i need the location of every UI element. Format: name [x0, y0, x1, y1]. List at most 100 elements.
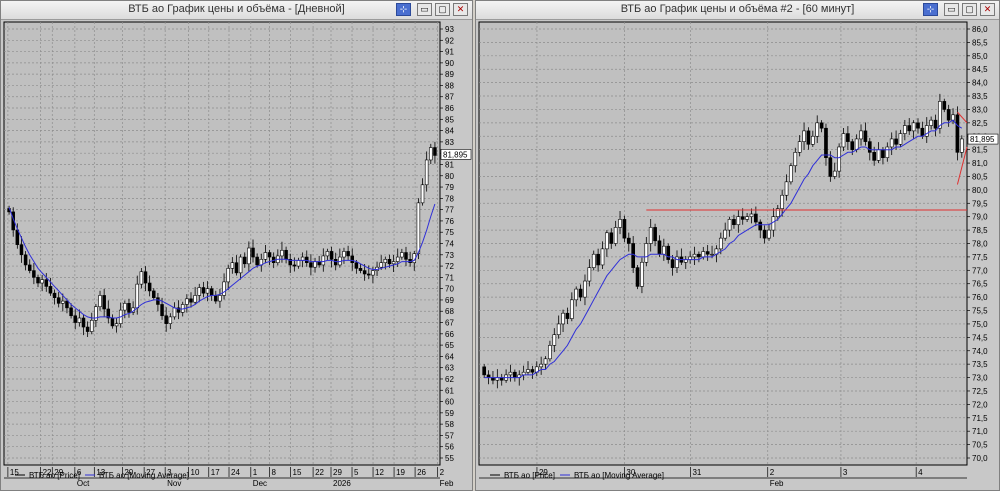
candle-body	[885, 146, 890, 158]
candle-body	[61, 300, 65, 304]
candle-body	[94, 306, 98, 321]
candle-body	[859, 130, 863, 140]
y-tick-label: 61	[445, 386, 454, 395]
candle-body	[762, 229, 767, 239]
candle-body	[640, 261, 644, 287]
x-tick-label: 17	[211, 468, 220, 477]
candle-body	[526, 369, 530, 373]
maximize-button[interactable]: ▢	[962, 3, 977, 16]
candle-body	[230, 262, 235, 269]
y-tick-label: 93	[445, 25, 454, 34]
candle-body	[916, 122, 920, 129]
y-tick-label: 84,0	[972, 79, 988, 88]
y-tick-label: 83,5	[972, 92, 988, 101]
candle-body	[52, 292, 57, 298]
candle-body	[775, 208, 780, 217]
candle-body	[613, 227, 618, 244]
candle-body	[942, 101, 947, 110]
candle-body	[622, 219, 627, 239]
window-title: ВТБ ао График цены и объёма - [Дневной]	[128, 3, 345, 15]
candle-body	[850, 141, 855, 150]
y-tick-label: 78	[445, 194, 454, 203]
candle-body	[872, 152, 877, 161]
candle-body	[789, 165, 793, 183]
candle-body	[605, 232, 609, 250]
y-tick-label: 57	[445, 431, 454, 440]
candle-body	[697, 253, 701, 258]
candle-body	[309, 262, 313, 268]
minimize-button[interactable]: ▭	[417, 3, 432, 16]
candle-body	[653, 227, 657, 242]
candle-body	[815, 122, 820, 137]
candle-body	[745, 216, 749, 220]
y-tick-label: 70,0	[972, 454, 988, 463]
close-button[interactable]: ✕	[980, 3, 995, 16]
candle-body	[662, 245, 666, 255]
candle-body	[197, 287, 202, 296]
candle-body	[591, 253, 596, 268]
x-tick-label: 1	[253, 468, 258, 477]
candle-body	[333, 259, 338, 266]
candle-body	[85, 326, 90, 332]
candle-body	[391, 261, 396, 265]
candle-body	[907, 125, 912, 132]
candle-body	[670, 259, 675, 268]
x-tick-label: 12	[375, 468, 384, 477]
candle-body	[395, 256, 400, 262]
y-tick-label: 73	[445, 251, 454, 260]
hourly-chart-window: ВТБ ао График цены и объёма #2 - [60 мин…	[475, 0, 1000, 491]
minimize-button[interactable]: ▭	[944, 3, 959, 16]
candle-body	[644, 243, 649, 263]
candle-body	[135, 283, 139, 309]
candle-body	[379, 262, 383, 268]
candle-body	[73, 315, 77, 323]
legend-price-label: ВТБ ао [Price]	[29, 471, 80, 480]
candle-body	[176, 307, 181, 313]
y-tick-label: 74,5	[972, 333, 988, 342]
hourly-price-chart[interactable]: 70,0 70,5 71,0 71,5 72,0 72,5 73,0 73,5 74,0 74,5…	[476, 20, 999, 490]
candle-body	[574, 288, 579, 301]
x-tick-label: 5	[354, 468, 359, 477]
x-tick-label: 2	[440, 468, 445, 477]
candle-body	[701, 251, 706, 258]
candle-body	[242, 256, 247, 265]
candle-body	[561, 312, 565, 325]
y-tick-label: 76	[445, 217, 454, 226]
y-tick-label: 71,0	[972, 427, 988, 436]
legend-price-label: ВТБ ао [Price]	[504, 471, 555, 480]
pin-button[interactable]: ⊹	[396, 3, 411, 16]
y-tick-label: 76,0	[972, 293, 988, 302]
x-tick-label: 29	[54, 468, 63, 477]
candle-body	[876, 149, 881, 161]
daily-price-chart[interactable]: 5556575859606162636465666768697071727374…	[1, 20, 472, 490]
y-tick-label: 75	[445, 228, 454, 237]
candle-body	[863, 130, 868, 142]
y-tick-label: 62	[445, 375, 454, 384]
y-tick-label: 73,0	[972, 374, 988, 383]
maximize-button[interactable]: ▢	[435, 3, 450, 16]
y-tick-label: 92	[445, 36, 454, 45]
candle-body	[692, 253, 697, 258]
x-tick-label: 26	[417, 468, 426, 477]
candle-body	[635, 267, 640, 287]
candle-body	[321, 255, 326, 266]
last-price-label: 81,895	[443, 150, 468, 159]
pin-button[interactable]: ⊹	[923, 3, 938, 16]
candle-body	[429, 147, 433, 161]
candle-body	[754, 213, 758, 223]
y-tick-label: 81,0	[972, 159, 988, 168]
candle-body	[106, 308, 111, 319]
candle-body	[898, 133, 903, 145]
y-tick-label: 78,5	[972, 226, 988, 235]
candle-body	[234, 262, 239, 274]
candle-body	[387, 259, 392, 265]
close-button[interactable]: ✕	[453, 3, 468, 16]
candle-body	[90, 319, 94, 332]
candle-body	[565, 312, 570, 319]
candle-body	[139, 271, 144, 285]
y-tick-label: 76,5	[972, 280, 988, 289]
candle-body	[251, 247, 255, 258]
candle-body	[362, 270, 367, 275]
candle-body	[889, 138, 894, 148]
candle-body	[806, 130, 811, 145]
